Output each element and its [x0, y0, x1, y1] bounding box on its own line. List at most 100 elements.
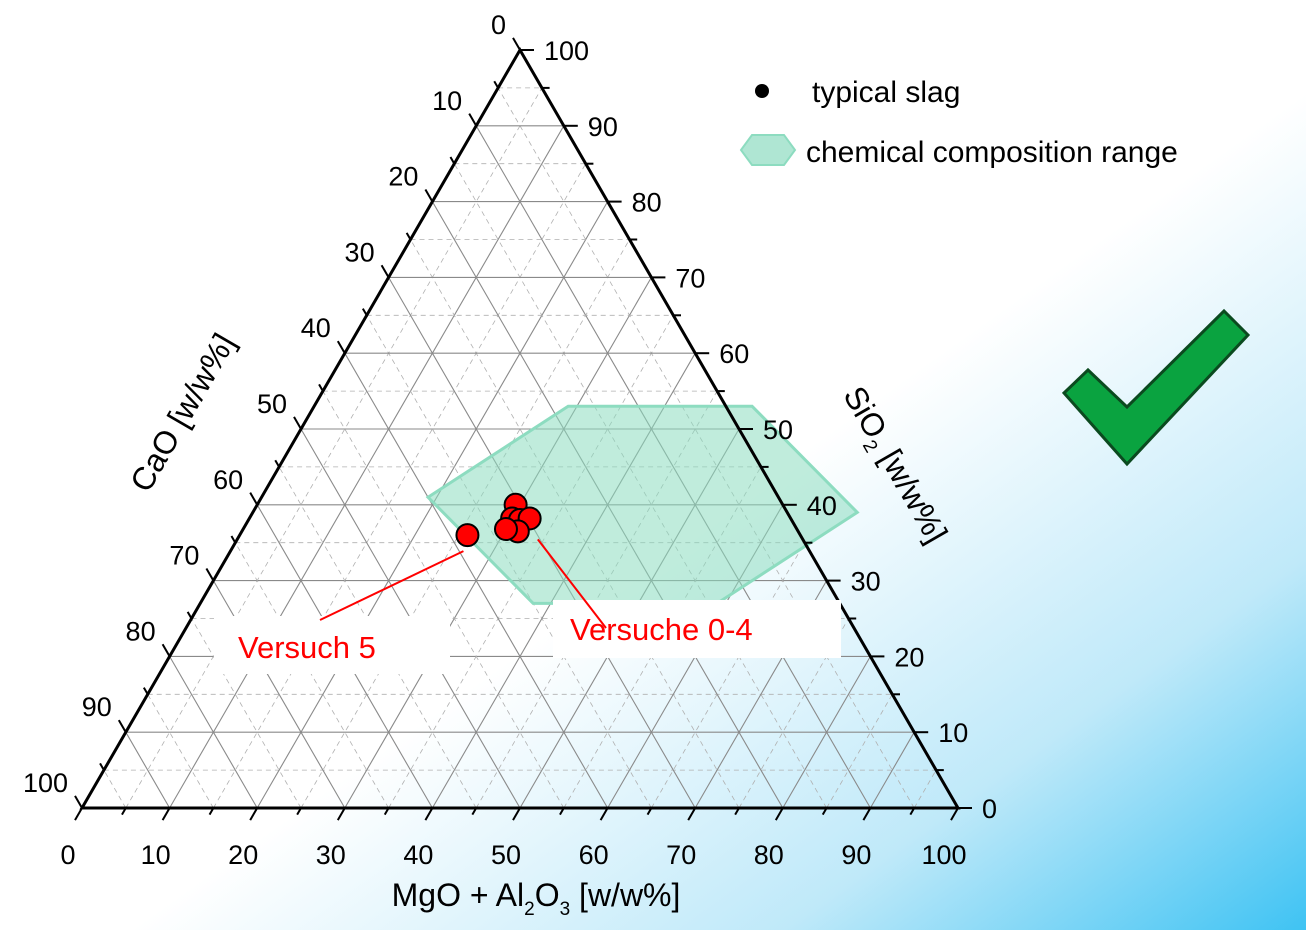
tick-bottom-20	[249, 807, 259, 821]
grid-line-mgo-65	[651, 542, 806, 809]
tick-label-bottom-60: 60	[579, 840, 609, 870]
grid-line-mgo-5	[125, 87, 543, 809]
legend-label-typical-slag: typical slag	[812, 76, 960, 109]
tick-label-left-60: 60	[213, 465, 243, 495]
grid-line-mgo-90	[869, 731, 915, 809]
tick-left-20	[424, 188, 434, 203]
tick-label-bottom-20: 20	[228, 840, 258, 870]
tick-label-right-60: 60	[719, 339, 749, 369]
tick-left-70	[205, 567, 215, 582]
tick-left-30	[380, 264, 390, 278]
composition-range-layer	[425, 404, 860, 605]
tick-bottom-60	[599, 807, 609, 821]
legend-marker-hexagon	[739, 134, 797, 166]
tick-labels: 0 0 0 10 10 10 20 20 20 30 30 30 40 40 40 50 50 50 60 60 60 7…	[23, 10, 997, 870]
triangle-frame	[74, 37, 972, 821]
tick-bottom-100	[950, 807, 959, 821]
tick-label-bottom-100: 100	[921, 840, 966, 870]
tick-left-65	[230, 535, 237, 544]
tick-bottom-55	[559, 807, 565, 816]
tick-bottom-50	[512, 807, 521, 821]
tick-label-bottom-10: 10	[141, 840, 171, 870]
tick-label-right-30: 30	[851, 567, 881, 597]
grid-line-mgo-35	[388, 315, 674, 809]
tick-left-45	[318, 383, 324, 392]
tick-bottom-95	[909, 807, 916, 816]
tick-label-right-0: 0	[982, 794, 997, 824]
tick-left-5	[493, 80, 499, 89]
tick-left-75	[186, 611, 193, 620]
tick-left-0	[512, 37, 521, 51]
tick-label-left-90: 90	[82, 692, 112, 722]
tick-label-right-70: 70	[675, 263, 705, 293]
tick-label-bottom-50: 50	[491, 840, 521, 870]
tick-left-80	[161, 643, 171, 657]
tick-label-left-20: 20	[388, 162, 418, 192]
annotation-layer: Versuche 0-4 Versuch 5	[214, 538, 841, 674]
grid-line-mgo-95	[913, 769, 937, 809]
tick-label-bottom-40: 40	[403, 840, 433, 870]
legend-label-composition-range: chemical composition range	[806, 136, 1178, 169]
tick-bottom-90	[862, 807, 872, 821]
grid-line-cao-95	[103, 769, 127, 809]
tick-label-bottom-90: 90	[841, 840, 871, 870]
tick-bottom-5	[121, 807, 127, 816]
data-point-0-6	[455, 523, 480, 548]
tick-label-left-30: 30	[345, 237, 375, 267]
tick-label-left-80: 80	[126, 616, 156, 646]
tick-left-40	[336, 340, 346, 354]
tick-left-10	[468, 113, 478, 127]
grid-line-cao-65	[234, 542, 389, 809]
grid-line-cao-80	[169, 656, 258, 809]
annotation-label-versuche-0-4: Versuche 0-4	[570, 612, 753, 647]
tick-left-50	[293, 416, 302, 430]
tick-label-left-50: 50	[257, 389, 287, 419]
tick-label-left-10: 10	[432, 86, 462, 116]
tick-left-25	[405, 232, 412, 241]
tick-left-100	[74, 795, 83, 809]
grid-line-mgo-80	[782, 656, 871, 809]
annotation-line-versuche-0-4	[537, 538, 607, 629]
tick-bottom-80	[774, 807, 784, 821]
tick-label-right-50: 50	[763, 415, 793, 445]
tick-bottom-35	[383, 807, 390, 816]
tick-bottom-15	[208, 807, 215, 816]
tick-label-right-40: 40	[807, 491, 837, 521]
tick-bottom-40	[424, 807, 434, 821]
tick-label-left-100: 100	[23, 768, 68, 798]
grid-line-cao-55	[278, 466, 477, 809]
tick-bottom-30	[336, 807, 346, 821]
tick-label-right-80: 80	[632, 188, 662, 218]
tick-bottom-65	[646, 807, 653, 816]
grid-line-cao-85	[147, 694, 214, 809]
tick-label-left-0: 0	[491, 10, 506, 40]
annotation-line-versuch-5	[319, 550, 464, 621]
tick-bottom-75	[734, 807, 740, 816]
tick-left-90	[117, 719, 127, 733]
tick-left-15	[449, 156, 456, 165]
grid-line-mgo-15	[213, 163, 587, 809]
legend-marker-dot	[755, 84, 769, 98]
tick-bottom-0	[74, 807, 83, 821]
tick-label-left-40: 40	[301, 313, 331, 343]
annotation-box-versuch-5	[214, 616, 450, 674]
tick-label-left-70: 70	[169, 541, 199, 571]
grid-line-cao-90	[125, 731, 171, 809]
bottom-axis-title: MgO + Al2O3 [w/w%]	[392, 877, 681, 920]
tick-label-bottom-80: 80	[754, 840, 784, 870]
data-points	[455, 492, 542, 548]
legend: typical slag chemical composition range	[739, 76, 1178, 169]
grid-line-mgo-10	[169, 125, 565, 809]
tick-bottom-85	[821, 807, 828, 816]
tick-label-right-20: 20	[894, 642, 924, 672]
tick-label-bottom-30: 30	[316, 840, 346, 870]
annotation-box-versuche-0-4	[553, 600, 841, 658]
tick-label-right-90: 90	[588, 112, 618, 142]
tick-label-right-100: 100	[544, 36, 589, 66]
tick-left-35	[361, 308, 368, 316]
data-point-0-5	[493, 517, 518, 542]
tick-bottom-70	[687, 807, 697, 821]
tick-bottom-25	[296, 807, 302, 816]
tick-left-60	[249, 492, 259, 506]
